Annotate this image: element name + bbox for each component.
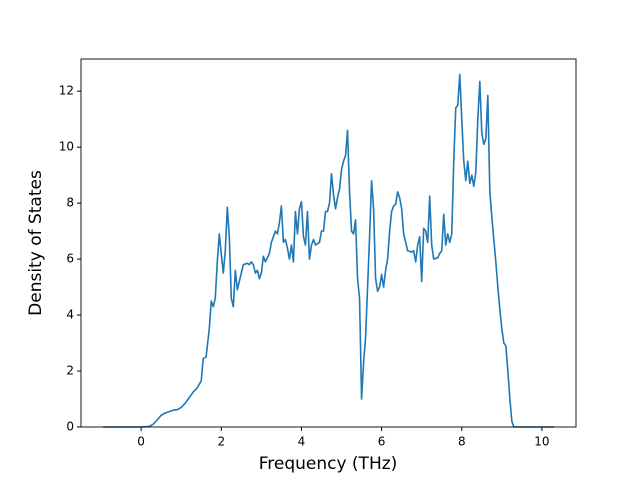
y-tick-label: 12: [59, 84, 74, 98]
y-tick-label: 10: [59, 140, 74, 154]
x-tick-label: 8: [458, 435, 466, 449]
x-tick-label: 6: [378, 435, 386, 449]
x-tick-label: 2: [217, 435, 225, 449]
x-tick-label: 4: [298, 435, 306, 449]
y-tick-label: 4: [66, 308, 74, 322]
y-tick-label: 0: [66, 420, 74, 434]
y-axis-label: Density of States: [26, 170, 46, 316]
x-tick-label: 10: [534, 435, 549, 449]
y-tick-label: 8: [66, 196, 74, 210]
x-tick-label: 0: [137, 435, 145, 449]
data-line: [103, 73, 554, 428]
y-tick-label: 6: [66, 252, 74, 266]
x-axis-label: Frequency (THz): [259, 454, 398, 474]
plot-frame: [80, 58, 577, 428]
y-tick-label: 2: [66, 364, 74, 378]
